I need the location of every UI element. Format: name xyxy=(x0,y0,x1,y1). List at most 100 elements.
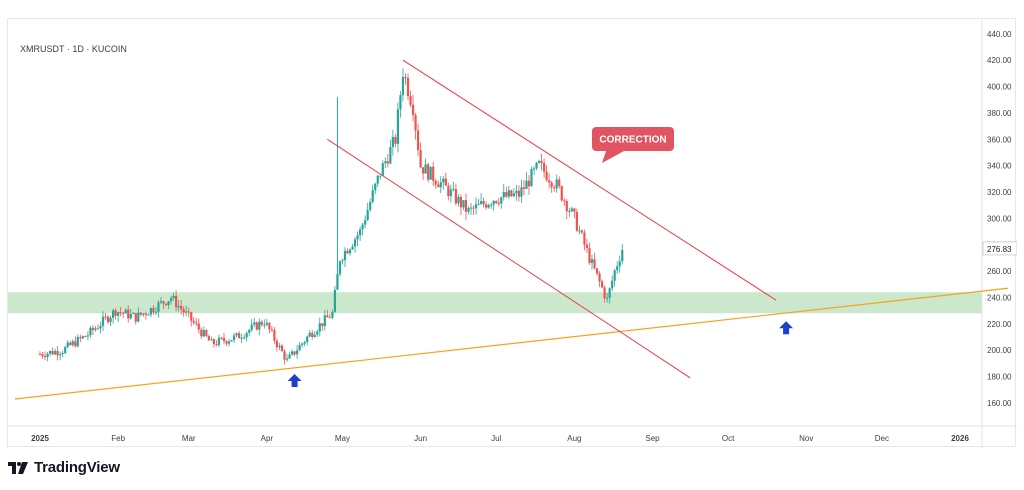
candle-body[interactable] xyxy=(306,336,309,343)
candle-body[interactable] xyxy=(590,259,594,263)
candle-body[interactable] xyxy=(366,209,369,221)
candle-body[interactable] xyxy=(608,288,611,298)
candle-body[interactable] xyxy=(369,201,372,210)
candle-body[interactable] xyxy=(56,350,59,356)
candle-body[interactable] xyxy=(384,161,387,164)
candle-body[interactable] xyxy=(535,162,538,169)
candle-body[interactable] xyxy=(197,323,200,330)
candle-body[interactable] xyxy=(74,341,77,347)
candle-body[interactable] xyxy=(225,341,228,344)
candle-body[interactable] xyxy=(409,96,412,105)
candle-body[interactable] xyxy=(568,210,571,212)
candle-body[interactable] xyxy=(399,95,402,110)
candle-body[interactable] xyxy=(558,179,561,187)
candle-body[interactable] xyxy=(391,137,394,147)
candle-body[interactable] xyxy=(437,184,440,188)
candle-body[interactable] xyxy=(386,161,389,164)
candle-body[interactable] xyxy=(522,187,526,189)
candle-body[interactable] xyxy=(517,190,521,197)
candle-body[interactable] xyxy=(462,200,465,208)
candle-body[interactable] xyxy=(232,335,236,340)
candle-body[interactable] xyxy=(86,335,89,337)
candle-body[interactable] xyxy=(588,247,591,263)
candle-body[interactable] xyxy=(293,351,296,355)
candle-body[interactable] xyxy=(341,260,344,262)
candle-body[interactable] xyxy=(479,201,483,204)
candle-body[interactable] xyxy=(343,250,347,261)
candle-body[interactable] xyxy=(371,190,374,202)
candle-body[interactable] xyxy=(356,235,359,240)
candle-body[interactable] xyxy=(248,329,251,333)
candle-body[interactable] xyxy=(46,353,49,358)
candle-body[interactable] xyxy=(490,204,493,206)
candle-body[interactable] xyxy=(61,353,64,355)
candle-body[interactable] xyxy=(583,232,586,245)
candle-body[interactable] xyxy=(411,104,415,116)
candle-body[interactable] xyxy=(406,77,410,97)
candle-body[interactable] xyxy=(200,329,203,337)
candle-body[interactable] xyxy=(507,190,510,197)
candle-body[interactable] xyxy=(326,315,329,318)
candle-body[interactable] xyxy=(422,167,425,174)
candle-body[interactable] xyxy=(585,244,589,248)
candle-body[interactable] xyxy=(434,180,437,185)
candle-body[interactable] xyxy=(464,200,468,212)
candle-body[interactable] xyxy=(175,295,178,308)
candle-body[interactable] xyxy=(580,230,584,233)
candle-body[interactable] xyxy=(474,204,478,209)
candle-body[interactable] xyxy=(243,337,246,339)
candle-body[interactable] xyxy=(81,336,84,339)
candle-body[interactable] xyxy=(164,303,168,306)
candle-body[interactable] xyxy=(154,311,158,313)
chart-panel[interactable]: 440.00 420.00 400.00 380.00 360.00 340.00 320.… xyxy=(7,18,1017,448)
candle-body[interactable] xyxy=(210,339,213,341)
candle-body[interactable] xyxy=(167,301,170,306)
candle-body[interactable] xyxy=(275,340,279,348)
candle-body[interactable] xyxy=(157,302,160,312)
candle-body[interactable] xyxy=(202,330,205,337)
candle-body[interactable] xyxy=(492,200,495,205)
candle-body[interactable] xyxy=(575,211,578,231)
candle-body[interactable] xyxy=(38,354,42,356)
candle-body[interactable] xyxy=(621,249,624,262)
candle-body[interactable] xyxy=(258,321,261,330)
candle-body[interactable] xyxy=(187,311,190,313)
candle-body[interactable] xyxy=(573,208,576,212)
candle-body[interactable] xyxy=(432,166,435,181)
candle-body[interactable] xyxy=(600,281,604,288)
candle-body[interactable] xyxy=(416,130,420,151)
candle-body[interactable] xyxy=(495,200,498,203)
candle-body[interactable] xyxy=(192,320,195,323)
candle-body[interactable] xyxy=(527,180,531,187)
candle-body[interactable] xyxy=(477,203,480,205)
candle-body[interactable] xyxy=(117,312,120,316)
candle-body[interactable] xyxy=(69,342,72,346)
candle-body[interactable] xyxy=(278,345,281,348)
candle-body[interactable] xyxy=(195,322,198,324)
candle-body[interactable] xyxy=(379,175,382,177)
candle-body[interactable] xyxy=(159,301,163,303)
candle-body[interactable] xyxy=(122,312,125,314)
candle-body[interactable] xyxy=(565,201,568,212)
candle-body[interactable] xyxy=(520,187,523,197)
candle-body[interactable] xyxy=(240,337,243,339)
candle-body[interactable] xyxy=(381,163,384,176)
candle-body[interactable] xyxy=(169,298,173,302)
candle-body[interactable] xyxy=(321,323,324,327)
candle-body[interactable] xyxy=(444,178,447,186)
candle-body[interactable] xyxy=(172,295,175,299)
candle-body[interactable] xyxy=(139,312,142,315)
candle-body[interactable] xyxy=(111,310,115,318)
channel-lower-line[interactable] xyxy=(327,138,691,379)
candle-body[interactable] xyxy=(570,208,573,211)
candle-body[interactable] xyxy=(205,330,208,337)
candle-body[interactable] xyxy=(41,354,44,357)
candle-body[interactable] xyxy=(333,289,337,312)
candle-body[interactable] xyxy=(101,316,105,326)
candle-body[interactable] xyxy=(260,321,263,325)
candle-body[interactable] xyxy=(414,115,417,131)
candle-body[interactable] xyxy=(560,186,563,201)
candle-body[interactable] xyxy=(303,342,306,344)
candle-body[interactable] xyxy=(124,309,127,314)
candle-body[interactable] xyxy=(404,76,407,78)
